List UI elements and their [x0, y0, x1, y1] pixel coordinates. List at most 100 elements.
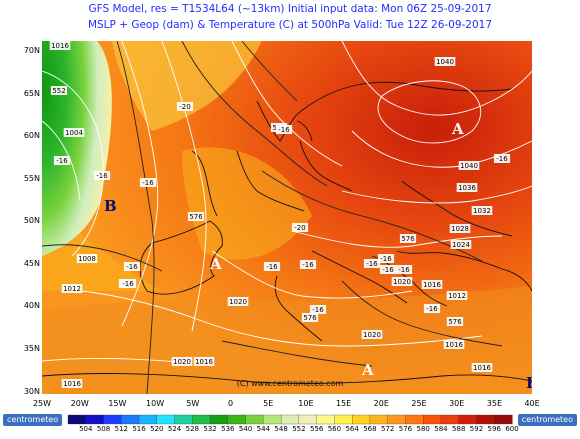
latitude-label: 40N	[23, 301, 40, 310]
isobar-label: 1016	[193, 357, 215, 366]
centrometeo-logo-right: centrometeo	[517, 414, 577, 426]
latitude-label: 50N	[23, 216, 40, 225]
colorbar-swatch	[316, 414, 335, 425]
colorbar-swatch	[263, 414, 282, 425]
svg-text:576: 576	[189, 213, 203, 221]
latitude-label: 70N	[23, 46, 40, 55]
colorbar-tick-label: 536	[221, 425, 235, 433]
svg-text:1012: 1012	[63, 285, 81, 293]
temperature-label: -16	[119, 279, 137, 288]
colorbar-swatch	[156, 414, 176, 425]
colorbar-tick-label: 600	[505, 425, 519, 433]
longitude-label: 5W	[186, 399, 200, 408]
colorbar-tick-label: 560	[327, 425, 342, 433]
geopotential-label: 576	[399, 234, 417, 243]
centrometeo-logo-left: centrometeo	[3, 414, 63, 426]
weather-map: A A A B B 1016 552 1004 1008 1012 1020 1016 1020 1020…	[42, 41, 532, 394]
colorbar-swatch	[174, 414, 193, 425]
colorbar-tick-label: 548	[274, 425, 288, 433]
colorbar-swatch	[85, 414, 105, 425]
isobar-label: 1036	[456, 183, 478, 192]
longitude-label: 10E	[298, 399, 314, 408]
svg-text:-16: -16	[496, 155, 508, 163]
map-subtitle: MSLP + Geop (dam) & Temperature (C) at 5…	[87, 19, 493, 31]
longitude-label: 20W	[70, 399, 89, 408]
low-pressure-center: B	[104, 197, 117, 215]
colorbar-tick-label: 564	[345, 425, 359, 433]
temperature-label: -16	[123, 262, 141, 271]
colorbar-swatch	[245, 414, 264, 425]
colorbar-tick-label: 552	[292, 425, 306, 433]
colorbar-tick-label: 540	[238, 425, 253, 433]
colorbar-tick-label: 556	[309, 425, 324, 433]
temperature-label: -20	[176, 102, 194, 111]
temperature-label: -16	[377, 254, 395, 263]
svg-text:-16: -16	[426, 305, 438, 313]
svg-text:1004: 1004	[65, 129, 83, 137]
colorbar-tick-label: 580	[416, 425, 430, 433]
isobar-label: 1012	[446, 291, 468, 300]
colorbar-swatch	[334, 414, 353, 425]
isobar-label: 1028	[449, 224, 471, 233]
isobar-label: 1016	[49, 41, 71, 50]
svg-text:1016: 1016	[195, 358, 213, 366]
svg-text:1020: 1020	[393, 278, 411, 286]
svg-text:1012: 1012	[448, 292, 466, 300]
colorbar-tick-label: 576	[398, 425, 413, 433]
isobars	[42, 41, 532, 364]
isobar-label: 1020	[227, 297, 249, 306]
colorbar-swatch	[352, 414, 371, 425]
longitude-label: 25W	[32, 399, 52, 408]
temperature-label: -16	[263, 262, 281, 271]
longitude-label: 15E	[335, 399, 352, 408]
colorbar-swatch	[209, 414, 229, 425]
colorbar-swatch	[405, 414, 424, 425]
colorbar-tick-label: 544	[256, 425, 271, 433]
svg-text:1016: 1016	[423, 281, 441, 289]
svg-text:-16: -16	[126, 263, 138, 271]
isobar-label: 1004	[63, 128, 85, 137]
isobar-label: 1020	[361, 330, 383, 339]
colorbar-tick-label: 588	[452, 425, 466, 433]
svg-text:1036: 1036	[458, 184, 476, 192]
temperature-label: -16	[423, 304, 441, 313]
longitude-label: 40E	[524, 399, 540, 408]
svg-text:-16: -16	[96, 172, 108, 180]
colorbar-swatch	[387, 414, 406, 425]
svg-text:576: 576	[303, 314, 317, 322]
colorbar-tick-label: 568	[363, 425, 377, 433]
svg-text:-16: -16	[380, 255, 392, 263]
isobar-label: 1040	[434, 57, 456, 66]
geopotential-label: 576	[446, 317, 464, 326]
svg-text:1016: 1016	[63, 380, 81, 388]
longitude-label: 10W	[146, 399, 165, 408]
colorbar-swatch	[280, 414, 300, 425]
low-pressure-center: B	[526, 374, 532, 392]
colorbar-swatch	[138, 414, 158, 425]
svg-text:576: 576	[448, 318, 462, 326]
temperature-label: -16	[299, 260, 317, 269]
svg-text:-16: -16	[122, 280, 134, 288]
svg-text:-16: -16	[278, 126, 290, 134]
longitude-label: 20E	[373, 399, 389, 408]
svg-text:1016: 1016	[445, 341, 463, 349]
colorbar-swatch	[423, 414, 442, 425]
longitude-label: 5E	[263, 399, 274, 408]
svg-text:1040: 1040	[460, 162, 478, 170]
svg-text:1008: 1008	[78, 255, 96, 263]
svg-text:1016: 1016	[51, 42, 69, 50]
colorbar-tick-label: 504	[79, 425, 93, 433]
colorbar-tick-label: 584	[434, 425, 448, 433]
svg-text:1028: 1028	[451, 225, 469, 233]
svg-text:1016: 1016	[473, 364, 491, 372]
colorbar-tick-label: 532	[203, 425, 217, 433]
svg-text:-16: -16	[382, 266, 394, 274]
colorbar-tick-label: 516	[132, 425, 146, 433]
isobar-label: 1040	[458, 161, 480, 170]
longitude-label: 25E	[411, 399, 427, 408]
band-orange-south	[42, 286, 532, 394]
colorbar-swatch	[103, 414, 122, 425]
svg-text:1024: 1024	[452, 241, 470, 249]
svg-text:1020: 1020	[173, 358, 191, 366]
latitude-label: 60N	[23, 131, 40, 140]
